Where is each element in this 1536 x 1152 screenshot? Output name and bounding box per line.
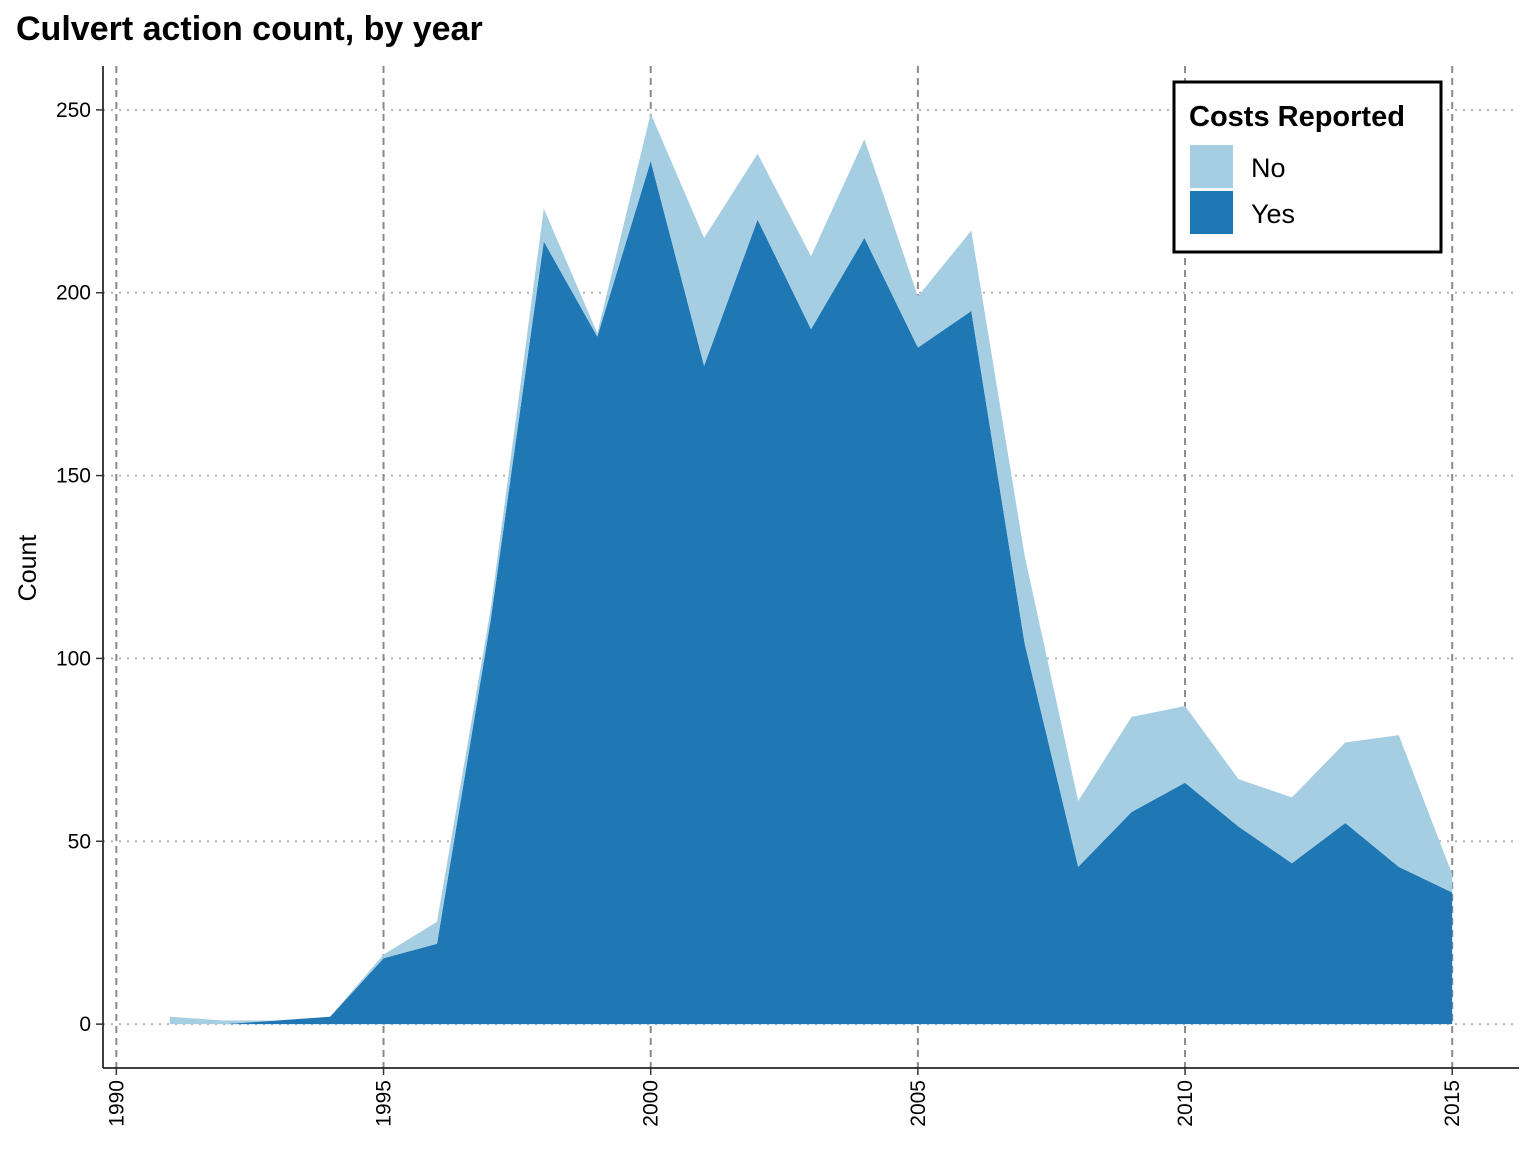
legend-title: Costs Reported — [1189, 101, 1405, 133]
x-tick-label: 2005 — [907, 1080, 930, 1127]
y-tick-label: 150 — [56, 465, 91, 488]
area-series-no — [169, 113, 1453, 1025]
legend-label-yes: Yes — [1251, 199, 1295, 229]
x-tick-label: 1990 — [105, 1080, 128, 1127]
y-tick-label: 200 — [56, 282, 91, 305]
legend-swatch-yes — [1190, 191, 1233, 234]
y-tick-label: 100 — [56, 647, 91, 670]
y-tick-label: 250 — [56, 99, 91, 122]
tick-labels: 0 50 100 150 200 250 1990 1995 2000 2005 2010 2015 — [56, 99, 1464, 1127]
x-tick-label: 2015 — [1441, 1080, 1464, 1127]
x-tick-label: 1995 — [373, 1080, 396, 1127]
y-tick-label: 0 — [79, 1013, 91, 1036]
legend-label-no: No — [1251, 153, 1286, 183]
legend-swatch-no — [1190, 145, 1233, 188]
y-axis-title: Count — [14, 535, 42, 602]
axes — [102, 66, 1519, 1069]
x-tick-label: 2010 — [1174, 1080, 1197, 1127]
x-tick-label: 2000 — [640, 1080, 663, 1127]
chart-title: Culvert action count, by year — [16, 10, 483, 48]
area-series — [169, 113, 1453, 1025]
area-series-yes — [169, 161, 1453, 1025]
y-tick-label: 50 — [68, 830, 91, 853]
legend: Costs Reported No Yes — [1172, 80, 1443, 254]
